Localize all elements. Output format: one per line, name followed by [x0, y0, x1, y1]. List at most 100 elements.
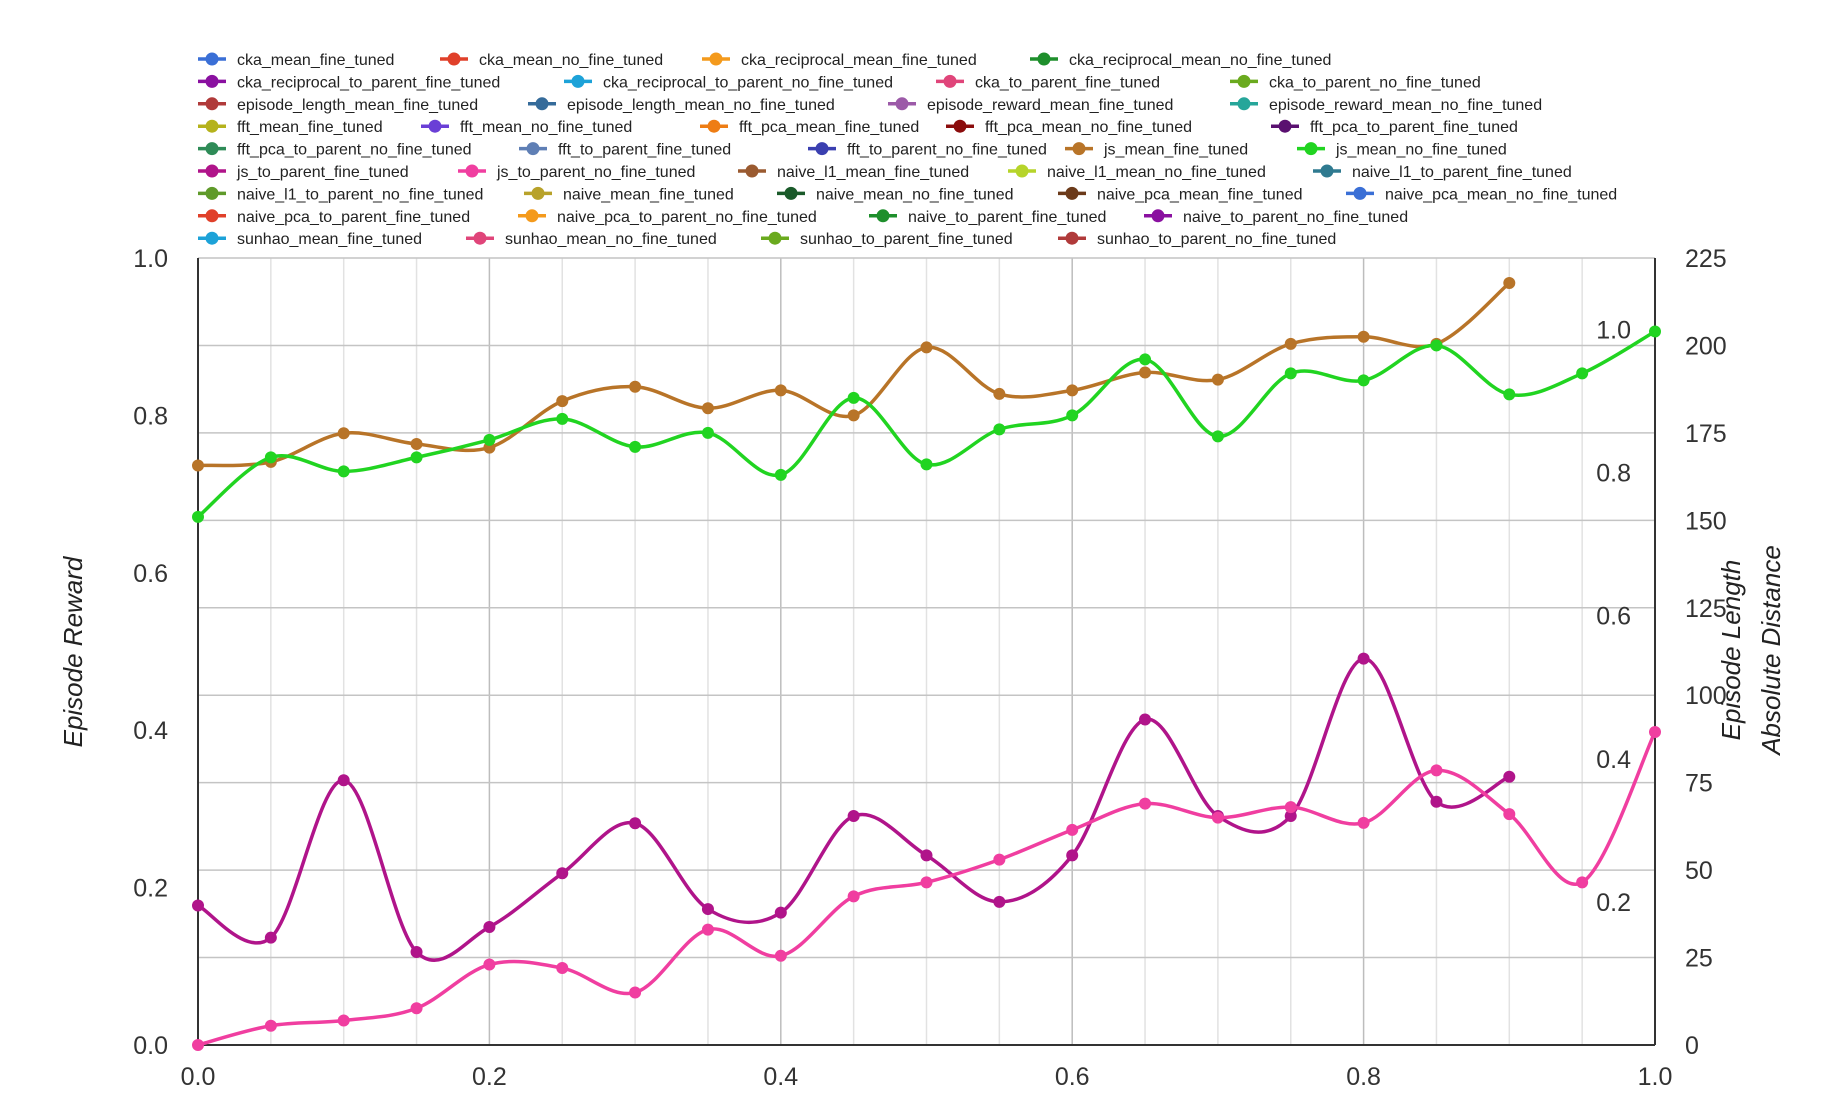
legend-swatch-marker — [428, 119, 442, 133]
legend-label: cka_reciprocal_to_parent_no_fine_tuned — [603, 74, 893, 91]
legend-item[interactable]: naive_mean_fine_tuned — [524, 186, 734, 203]
data-point — [701, 402, 714, 415]
legend-item[interactable]: fft_to_parent_no_fine_tuned — [808, 142, 1047, 159]
legend-swatch-marker — [1151, 209, 1165, 223]
legend-swatch-marker — [1072, 142, 1086, 156]
legend-item[interactable]: episode_length_mean_no_fine_tuned — [528, 97, 835, 114]
legend-item[interactable]: fft_pca_to_parent_fine_tuned — [1271, 119, 1518, 136]
legend-item[interactable]: episode_length_mean_fine_tuned — [198, 97, 478, 114]
legend-label: episode_length_mean_no_fine_tuned — [567, 97, 835, 114]
legend-item[interactable]: sunhao_to_parent_fine_tuned — [761, 231, 1013, 248]
legend-item[interactable]: cka_reciprocal_mean_no_fine_tuned — [1030, 52, 1331, 69]
legend-item[interactable]: cka_to_parent_no_fine_tuned — [1230, 74, 1481, 91]
data-point — [701, 426, 714, 439]
data-point — [264, 451, 277, 464]
legend-item[interactable]: js_to_parent_fine_tuned — [198, 164, 409, 181]
legend-item[interactable]: fft_mean_fine_tuned — [198, 119, 383, 136]
legend-label: fft_pca_mean_fine_tuned — [739, 119, 919, 136]
legend-item[interactable]: js_mean_no_fine_tuned — [1297, 142, 1507, 159]
data-point — [1357, 816, 1370, 829]
data-point — [993, 853, 1006, 866]
data-point — [1139, 713, 1152, 726]
data-point — [337, 1014, 350, 1027]
legend-item[interactable]: episode_reward_mean_fine_tuned — [888, 97, 1173, 114]
x-tick-label: 0.6 — [1055, 1063, 1090, 1091]
legend-item[interactable]: sunhao_mean_fine_tuned — [198, 231, 422, 248]
data-point — [993, 423, 1006, 436]
legend-label: fft_to_parent_no_fine_tuned — [847, 142, 1047, 159]
legend-swatch-marker — [1065, 231, 1079, 245]
legend-label: episode_reward_mean_no_fine_tuned — [1269, 97, 1542, 114]
legend-label: episode_reward_mean_fine_tuned — [927, 97, 1173, 114]
data-point — [847, 890, 860, 903]
legend-label: naive_l1_to_parent_fine_tuned — [1352, 164, 1572, 181]
legend-label: cka_reciprocal_to_parent_fine_tuned — [237, 74, 500, 91]
legend-item[interactable]: js_to_parent_no_fine_tuned — [458, 164, 695, 181]
legend-item[interactable]: naive_l1_to_parent_fine_tuned — [1313, 164, 1572, 181]
data-point — [337, 465, 350, 478]
x-tick-label: 0.0 — [181, 1063, 216, 1091]
data-point — [1284, 337, 1297, 350]
data-point — [1430, 339, 1443, 352]
data-point — [410, 438, 423, 451]
data-point — [192, 510, 204, 523]
legend-item[interactable]: sunhao_mean_no_fine_tuned — [466, 231, 717, 248]
legend-item[interactable]: cka_reciprocal_to_parent_fine_tuned — [198, 74, 500, 91]
legend-swatch-marker — [707, 119, 721, 133]
legend-item[interactable]: naive_pca_to_parent_no_fine_tuned — [518, 209, 817, 226]
legend-item[interactable]: naive_pca_to_parent_fine_tuned — [198, 209, 470, 226]
legend-item[interactable]: naive_to_parent_fine_tuned — [869, 209, 1106, 226]
legend-item[interactable]: cka_reciprocal_to_parent_no_fine_tuned — [564, 74, 893, 91]
data-point — [410, 945, 423, 958]
legend-swatch-marker — [895, 97, 909, 111]
legend-item[interactable]: fft_pca_mean_fine_tuned — [700, 119, 919, 136]
data-point — [1211, 373, 1224, 386]
legend-item[interactable]: naive_l1_mean_no_fine_tuned — [1008, 164, 1266, 181]
y-axis-label-length: Episode Length — [1716, 560, 1746, 741]
legend-item[interactable]: naive_l1_mean_fine_tuned — [738, 164, 969, 181]
data-point — [556, 867, 569, 880]
legend-swatch-marker — [205, 209, 219, 223]
legend-item[interactable]: naive_l1_to_parent_no_fine_tuned — [198, 186, 483, 203]
legend-label: naive_pca_mean_no_fine_tuned — [1385, 186, 1617, 203]
legend-swatch-marker — [205, 119, 219, 133]
legend-swatch-marker — [205, 164, 219, 178]
legend-swatch-marker — [745, 164, 759, 178]
legend-label: naive_l1_mean_fine_tuned — [777, 164, 969, 181]
legend-item[interactable]: fft_pca_to_parent_no_fine_tuned — [198, 142, 472, 159]
data-point — [847, 810, 860, 823]
y-tick-label-distance: 0.6 — [1596, 603, 1631, 631]
data-point — [483, 958, 496, 971]
data-point — [1357, 330, 1370, 343]
legend-item[interactable]: naive_mean_no_fine_tuned — [777, 186, 1014, 203]
legend-item[interactable]: cka_reciprocal_mean_fine_tuned — [702, 52, 977, 69]
legend-item[interactable]: naive_pca_mean_no_fine_tuned — [1346, 186, 1617, 203]
legend-item[interactable]: fft_mean_no_fine_tuned — [421, 119, 632, 136]
legend-item[interactable]: js_mean_fine_tuned — [1065, 142, 1248, 159]
data-point — [1503, 388, 1516, 401]
legend-swatch-marker — [815, 142, 829, 156]
data-point — [629, 440, 642, 453]
legend-swatch-marker — [205, 74, 219, 88]
legend-item[interactable]: episode_reward_mean_no_fine_tuned — [1230, 97, 1542, 114]
legend-item[interactable]: fft_to_parent_fine_tuned — [519, 142, 731, 159]
data-point — [774, 906, 787, 919]
legend-label: fft_pca_to_parent_no_fine_tuned — [237, 142, 472, 159]
legend-item[interactable]: cka_mean_fine_tuned — [198, 52, 394, 69]
data-point — [701, 903, 714, 916]
legend-label: cka_to_parent_fine_tuned — [975, 74, 1160, 91]
legend-item[interactable]: naive_pca_mean_fine_tuned — [1058, 186, 1303, 203]
y-tick-label-length: 200 — [1685, 332, 1727, 360]
legend-item[interactable]: sunhao_to_parent_no_fine_tuned — [1058, 231, 1336, 248]
legend-label: naive_pca_mean_fine_tuned — [1097, 186, 1303, 203]
legend-item[interactable]: cka_mean_no_fine_tuned — [440, 52, 663, 69]
data-point — [1430, 764, 1443, 777]
legend-item[interactable]: cka_to_parent_fine_tuned — [936, 74, 1160, 91]
legend-swatch-marker — [784, 186, 798, 200]
data-point — [1284, 801, 1297, 814]
legend-item[interactable]: fft_pca_mean_no_fine_tuned — [946, 119, 1192, 136]
y-tick-label-reward: 0.6 — [133, 560, 168, 588]
legend-item[interactable]: naive_to_parent_no_fine_tuned — [1144, 209, 1408, 226]
y-tick-label-length: 150 — [1685, 507, 1727, 535]
